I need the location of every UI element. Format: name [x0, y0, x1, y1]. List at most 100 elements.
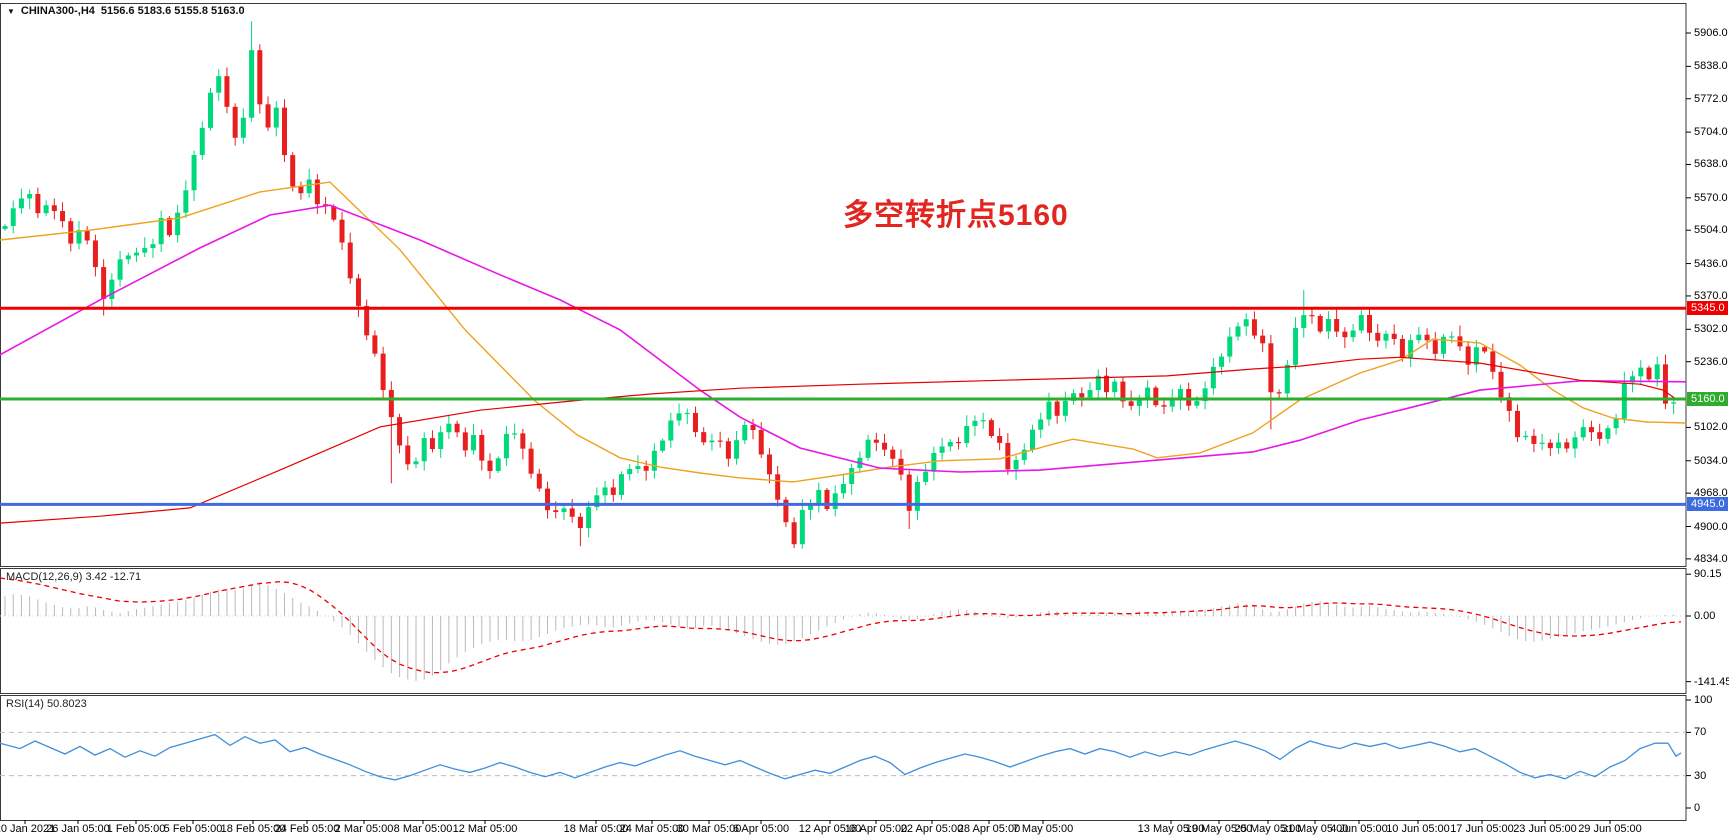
- date-tick-label: 4 Jun 05:00: [1330, 823, 1388, 835]
- candle-body: [1219, 356, 1225, 367]
- candle-body: [956, 442, 962, 444]
- candle-body: [1087, 390, 1093, 398]
- date-tick-label: 28 Apr 05:00: [957, 823, 1021, 835]
- candle-body: [1169, 398, 1175, 407]
- candle-body: [808, 504, 814, 510]
- candle-body: [791, 522, 797, 545]
- candle-body: [216, 76, 222, 93]
- candle-body: [314, 179, 320, 205]
- price-tick-label: 5504.0: [1694, 224, 1728, 237]
- candle-body: [923, 471, 929, 482]
- candle-body: [117, 259, 123, 280]
- candle-body: [125, 255, 131, 260]
- ma-red-line: [0, 356, 1679, 524]
- candle-body: [1301, 315, 1307, 329]
- candle-body: [1054, 401, 1060, 416]
- candle-body: [1276, 392, 1282, 394]
- candle-body: [577, 516, 583, 528]
- candle-body: [725, 441, 731, 459]
- rsi-indicator-label: RSI(14) 50.8023: [6, 698, 87, 710]
- candle-body: [397, 417, 403, 446]
- candle-body: [1235, 326, 1241, 337]
- candle-body: [1071, 393, 1077, 401]
- candle-body: [380, 353, 386, 391]
- candle-body: [980, 420, 986, 422]
- candle-body: [1662, 364, 1668, 404]
- candle-body: [627, 468, 633, 475]
- symbol-timeframe-label: CHINA300-,H4: [20, 5, 95, 17]
- candle-body: [692, 412, 698, 433]
- candle-body: [766, 454, 772, 475]
- candle-body: [1046, 401, 1052, 420]
- candle-body: [594, 495, 600, 508]
- candle-body: [1325, 318, 1331, 332]
- candle-body: [388, 390, 394, 418]
- symbol-dropdown-icon[interactable]: ▼: [7, 6, 15, 16]
- date-tick-label: 7 May 05:00: [1012, 823, 1074, 835]
- candle-body: [1153, 387, 1159, 406]
- candle-body: [1605, 428, 1611, 439]
- date-tick-label: 29 Jun 05:00: [1578, 823, 1642, 835]
- candle-body: [939, 446, 945, 453]
- date-tick-label: 20 Jan 2021: [0, 823, 56, 835]
- candle-body: [758, 430, 764, 455]
- candle-body: [610, 487, 616, 495]
- price-tick-label: 5302.0: [1694, 323, 1728, 336]
- candle-body: [783, 499, 789, 523]
- candle-body: [1449, 336, 1455, 338]
- candle-body: [10, 208, 16, 227]
- date-tick-label: 24 Feb 05:00: [274, 823, 340, 835]
- date-tick-label: 2 Mar 05:00: [334, 823, 394, 835]
- candle-body: [413, 461, 419, 465]
- candle-body: [1588, 427, 1594, 433]
- candle-body: [372, 335, 378, 354]
- rsi-line: [0, 733, 1682, 781]
- candle-body: [1399, 338, 1405, 358]
- candle-body: [1128, 401, 1134, 406]
- candle-body: [676, 413, 682, 421]
- candle-body: [947, 442, 953, 447]
- candle-body: [890, 449, 896, 459]
- candle-body: [405, 445, 411, 465]
- candle-body: [76, 230, 82, 244]
- date-tick-label: 22 Apr 05:00: [900, 823, 964, 835]
- candle-body: [1350, 330, 1356, 338]
- candle-body: [1539, 442, 1545, 444]
- candle-body: [438, 432, 444, 450]
- date-tick-label: 17 Jun 05:00: [1450, 823, 1514, 835]
- date-tick-label: 19 May 05:00: [1185, 823, 1253, 835]
- candle-body: [1293, 328, 1299, 365]
- candle-body: [1383, 333, 1389, 341]
- price-tick-label: 5570.0: [1694, 191, 1728, 204]
- date-tick-label: 10 Jun 05:00: [1386, 823, 1450, 835]
- date-tick-label: 26 Jan 05:00: [46, 823, 110, 835]
- candle-body: [1597, 432, 1603, 439]
- candle-body: [446, 423, 452, 433]
- candle-body: [1161, 405, 1167, 407]
- candle-body: [183, 190, 189, 213]
- candle-body: [536, 473, 542, 489]
- candle-body: [27, 193, 33, 199]
- candle-body: [208, 92, 213, 128]
- candle-body: [421, 438, 427, 462]
- candle-body: [520, 433, 526, 449]
- candle-body: [1498, 371, 1504, 398]
- trendpoint-annotation[interactable]: 多空转折点5160: [843, 199, 1069, 232]
- candle-body: [1646, 367, 1652, 380]
- price-tick-label: 4834.0: [1694, 552, 1728, 565]
- price-tick-label: 5370.0: [1694, 289, 1728, 302]
- candle-body: [545, 488, 551, 511]
- candle-body: [898, 458, 904, 475]
- candle-body: [1358, 314, 1364, 331]
- date-tick-label: 1 Feb 05:00: [106, 823, 166, 835]
- candle-body: [906, 474, 912, 511]
- candle-body: [824, 489, 830, 510]
- macd-axis-label: -141.45: [1694, 675, 1729, 688]
- candle-body: [1473, 347, 1479, 365]
- candle-body: [290, 155, 296, 187]
- candle-body: [1030, 429, 1035, 450]
- candle-body: [1194, 401, 1200, 406]
- date-tick-label: 5 Feb 05:00: [163, 823, 223, 835]
